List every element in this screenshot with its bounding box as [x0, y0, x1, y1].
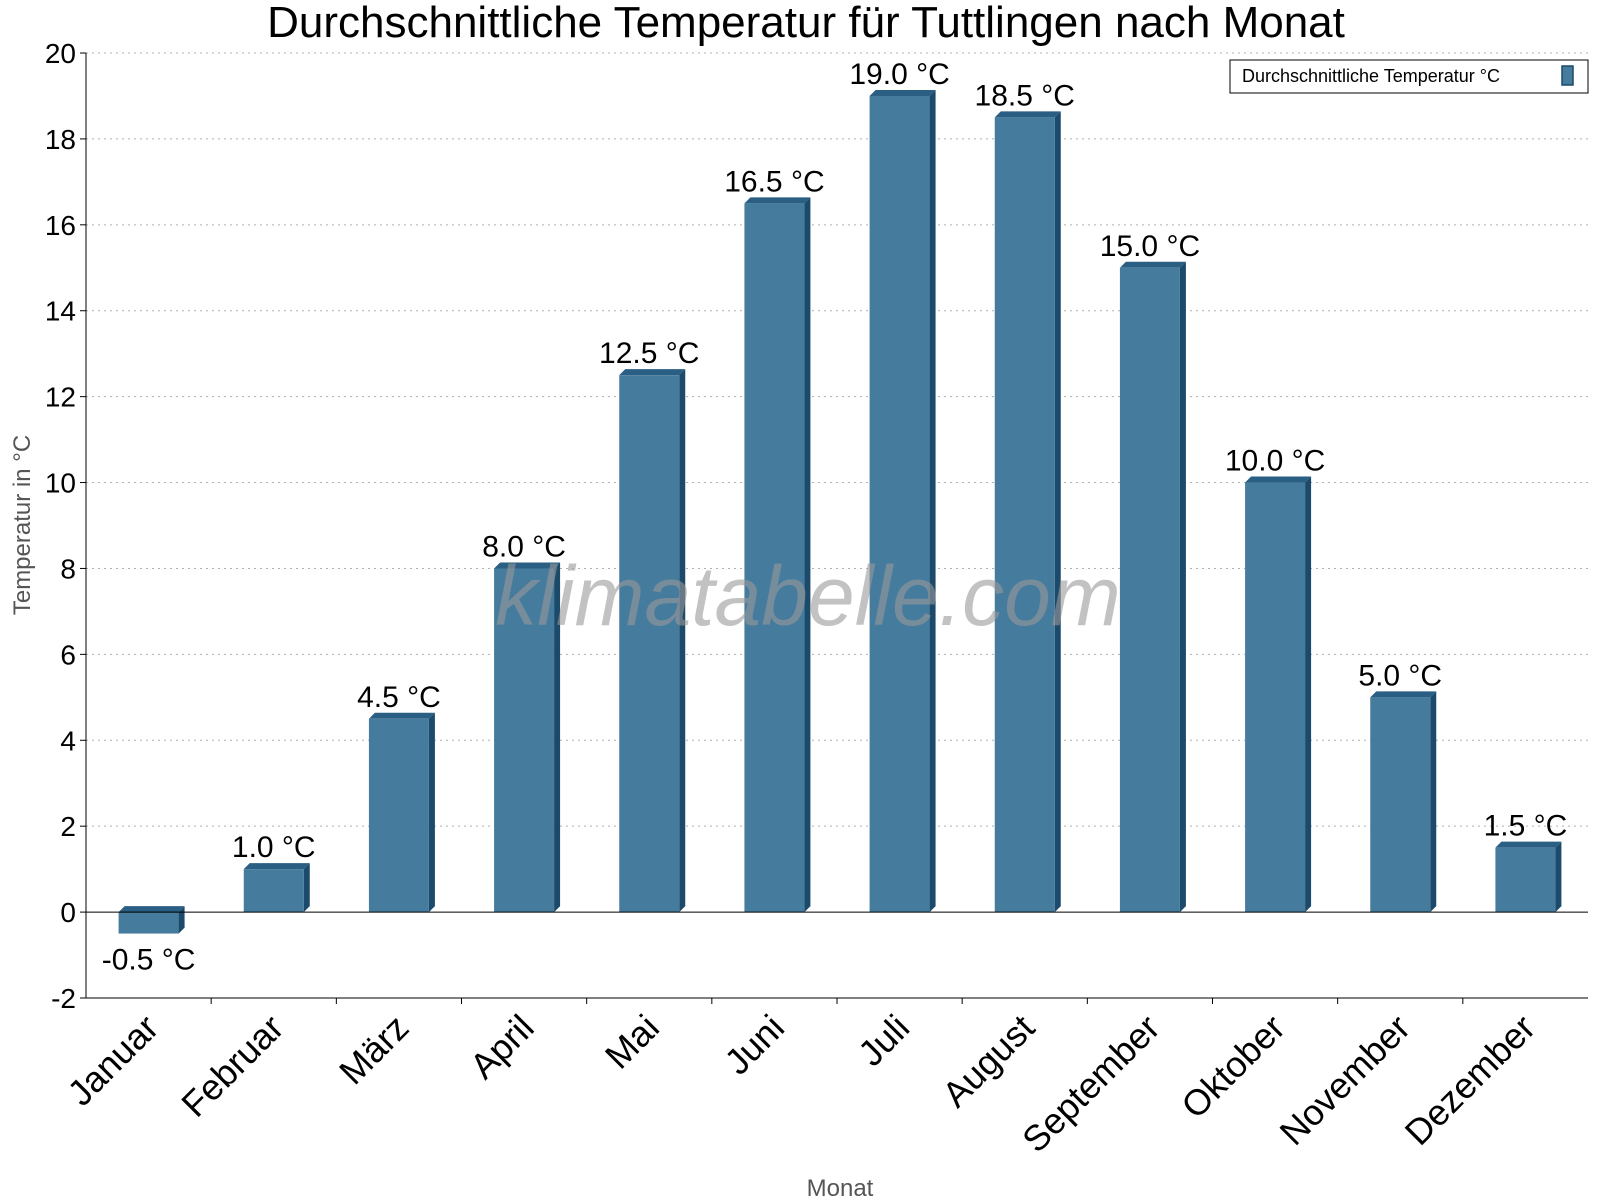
bar-side: [1179, 261, 1186, 913]
bar-top: [744, 197, 811, 204]
bar-top: [243, 863, 310, 870]
bar-side: [1305, 476, 1312, 913]
bar-side: [679, 369, 686, 913]
y-tick-label-10: 10: [45, 468, 76, 499]
y-axis-ticks: -2 0 2 4 6 8 10 12 14 16 18 20: [45, 38, 86, 1014]
watermark: klimatabelle.com: [495, 549, 1121, 643]
bar-top: [994, 111, 1061, 118]
y-axis-label: Temperatur in °C: [9, 435, 36, 615]
bar-juli: [869, 89, 936, 913]
bar-mai: [619, 369, 686, 913]
data-label-januar: -0.5 °C: [102, 944, 196, 977]
data-label-november: 5.0 °C: [1358, 659, 1442, 692]
bar-front: [1245, 482, 1306, 913]
bar-front: [243, 869, 304, 913]
y-tick-label-16: 16: [45, 210, 76, 241]
legend-box: [1229, 59, 1589, 94]
bar-side: [929, 89, 936, 913]
x-tick-label-juni: Juni: [716, 1007, 792, 1083]
data-label-februar: 1.0 °C: [232, 831, 316, 864]
legend-label: Durchschnittliche Temperatur °C: [1242, 66, 1500, 86]
x-tick-label-september: September: [1014, 1007, 1168, 1161]
y-tick-label-8: 8: [60, 553, 76, 584]
x-tick-label-august: August: [934, 1007, 1042, 1115]
data-label-märz: 4.5 °C: [357, 681, 441, 714]
bar-top: [869, 89, 936, 96]
legend-swatch: [1561, 65, 1574, 86]
bar-side: [303, 863, 310, 913]
x-tick-label-dezember: Dezember: [1397, 1007, 1543, 1153]
data-label-dezember: 1.5 °C: [1484, 810, 1568, 843]
data-label-juni: 16.5 °C: [724, 165, 824, 198]
bar-dezember: [1495, 841, 1562, 913]
bar-juni: [744, 197, 811, 913]
chart-title: Durchschnittliche Temperatur für Tuttlin…: [267, 0, 1345, 47]
bar-top: [619, 369, 686, 376]
bar-oktober: [1245, 476, 1312, 913]
bar-september: [1119, 261, 1186, 913]
bar-märz: [368, 712, 435, 913]
bar-top: [1370, 691, 1437, 698]
bar-top: [1245, 476, 1312, 483]
x-tick-label-märz: März: [331, 1007, 417, 1093]
legend: Durchschnittliche Temperatur °C: [1229, 59, 1589, 94]
data-label-juli: 19.0 °C: [849, 58, 949, 91]
bar-januar: [118, 906, 185, 934]
y-tick-label-20: 20: [45, 38, 76, 69]
data-label-mai: 12.5 °C: [599, 337, 699, 370]
bar-front: [1495, 847, 1556, 913]
bar-november: [1370, 691, 1437, 913]
x-axis-ticks: Januar Februar März April Mai Juni Juli AugustS…: [59, 998, 1543, 1160]
bar-side: [1430, 691, 1437, 913]
y-tick-label--2: -2: [51, 983, 76, 1014]
data-label-april: 8.0 °C: [482, 530, 566, 563]
y-tick-label-0: 0: [60, 897, 76, 928]
bar-top: [1119, 261, 1186, 268]
x-axis-label: Monat: [807, 1175, 874, 1200]
data-label-august: 18.5 °C: [975, 79, 1075, 112]
x-tick-label-februar: Februar: [173, 1007, 291, 1125]
bar-side: [1054, 111, 1061, 913]
x-tick-label-november: November: [1271, 1007, 1417, 1153]
bar-side: [804, 197, 811, 913]
bar-april: [494, 562, 561, 913]
bar-februar: [243, 863, 310, 913]
bar-august: [994, 111, 1061, 913]
x-tick-label-oktober: Oktober: [1173, 1007, 1293, 1127]
y-tick-label-4: 4: [60, 725, 76, 756]
bar-front: [1119, 267, 1180, 913]
data-labels: -0.5 °C 1.0 °C 4.5 °C 8.0 °C 12.5 °C 16.5 °C 1…: [102, 58, 1568, 977]
y-tick-label-2: 2: [60, 811, 76, 842]
bar-front: [368, 718, 429, 913]
bar-side: [428, 712, 435, 913]
bar-top: [368, 712, 435, 719]
bar-front: [1370, 697, 1431, 913]
data-label-september: 15.0 °C: [1100, 230, 1200, 263]
bar-top: [1495, 841, 1562, 848]
bar-side: [178, 906, 185, 934]
y-tick-label-6: 6: [60, 639, 76, 670]
bar-side: [1555, 841, 1562, 913]
y-tick-label-14: 14: [45, 296, 76, 327]
bar-front: [869, 95, 930, 913]
y-tick-label-18: 18: [45, 124, 76, 155]
bar-side: [554, 562, 561, 913]
x-tick-label-juli: Juli: [850, 1007, 917, 1074]
data-label-oktober: 10.0 °C: [1225, 445, 1325, 478]
bar-front: [619, 375, 680, 913]
x-tick-label-april: April: [462, 1007, 542, 1087]
bar-front: [118, 912, 179, 934]
x-tick-label-mai: Mai: [597, 1007, 667, 1077]
bar-front: [744, 203, 805, 913]
bars: [118, 89, 1562, 934]
x-tick-label-januar: Januar: [59, 1007, 166, 1114]
bar-front: [994, 117, 1055, 913]
bar-front: [494, 568, 555, 913]
bar-top: [494, 562, 561, 569]
bar-top: [118, 906, 185, 913]
y-tick-label-12: 12: [45, 382, 76, 413]
